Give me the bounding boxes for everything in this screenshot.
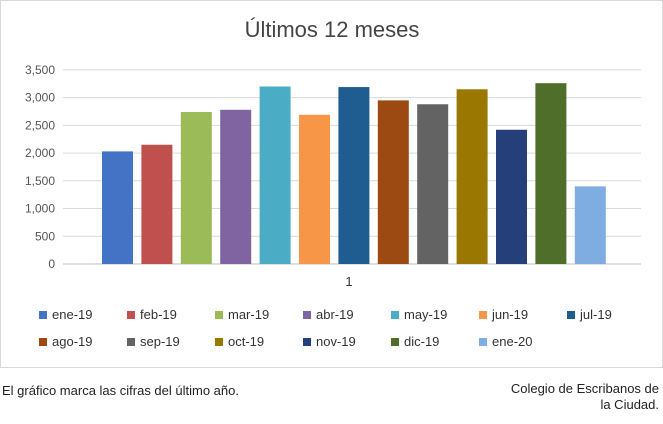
bar-jul-19 <box>338 87 370 264</box>
legend-swatch-dic-19 <box>391 338 399 346</box>
bar-sep-19 <box>417 104 449 264</box>
legend-swatch-nov-19 <box>303 338 311 346</box>
legend-label-jul-19: jul-19 <box>579 307 612 322</box>
credit-line-2: la Ciudad. <box>600 397 659 412</box>
figure-caption: El gráfico marca las cifras del último a… <box>2 383 239 398</box>
legend-label-feb-19: feb-19 <box>140 307 177 322</box>
chart-title: Últimos 12 meses <box>245 17 420 42</box>
bar-ene-19 <box>102 151 133 264</box>
bar-nov-19 <box>496 129 527 264</box>
legend-label-may-19: may-19 <box>404 307 447 322</box>
legend-label-nov-19: nov-19 <box>316 334 356 349</box>
legend-label-sep-19: sep-19 <box>140 334 180 349</box>
legend-label-ene-20: ene-20 <box>492 334 532 349</box>
legend-swatch-jul-19 <box>567 311 575 319</box>
legend-swatch-abr-19 <box>303 311 311 319</box>
x-category-label: 1 <box>345 274 352 289</box>
bar-abr-19 <box>220 109 252 264</box>
y-tick-label: 2,000 <box>25 146 55 160</box>
y-tick-label: 2,500 <box>25 118 55 132</box>
y-tick-label: 3,500 <box>25 63 55 77</box>
legend-label-oct-19: oct-19 <box>228 334 264 349</box>
y-tick-label: 0 <box>48 257 55 271</box>
legend-label-jun-19: jun-19 <box>491 307 528 322</box>
legend: ene-19 feb-19 mar-19 abr-19 may-19 jun-19 jul-… <box>39 307 612 349</box>
chart-frame: Últimos 12 meses 0 500 1,000 1,500 2,000 2,50… <box>0 0 663 368</box>
y-tick-label: 1,500 <box>25 174 55 188</box>
legend-swatch-sep-19 <box>127 338 135 346</box>
legend-swatch-oct-19 <box>215 338 223 346</box>
legend-swatch-ago-19 <box>39 338 47 346</box>
bars <box>102 83 606 264</box>
y-axis-ticks: 0 500 1,000 1,500 2,000 2,500 3,000 3,500 <box>25 63 55 271</box>
bar-may-19 <box>259 86 291 264</box>
bar-jun-19 <box>299 114 330 264</box>
legend-label-mar-19: mar-19 <box>228 307 269 322</box>
legend-swatch-jun-19 <box>479 311 487 319</box>
bar-mar-19 <box>180 112 212 264</box>
bar-chart: Últimos 12 meses 0 500 1,000 1,500 2,000 2,50… <box>25 17 641 349</box>
bar-feb-19 <box>141 144 173 264</box>
legend-swatch-feb-19 <box>127 311 135 319</box>
legend-swatch-ene-20 <box>479 338 487 346</box>
bar-dic-19 <box>535 83 567 264</box>
y-tick-label: 1,000 <box>25 202 55 216</box>
bar-ago-19 <box>377 100 409 264</box>
y-tick-label: 3,000 <box>25 91 55 105</box>
legend-label-abr-19: abr-19 <box>316 307 354 322</box>
legend-swatch-may-19 <box>391 311 399 319</box>
legend-label-ago-19: ago-19 <box>52 334 92 349</box>
bar-ene-20 <box>574 186 606 264</box>
figure-credit: Colegio de Escribanos de la Ciudad. <box>459 381 659 413</box>
legend-label-ene-19: ene-19 <box>52 307 92 322</box>
y-tick-label: 500 <box>35 229 55 243</box>
bar-oct-19 <box>456 89 488 264</box>
legend-swatch-ene-19 <box>39 311 47 319</box>
legend-label-dic-19: dic-19 <box>404 334 439 349</box>
credit-line-1: Colegio de Escribanos de <box>510 381 659 396</box>
legend-swatch-mar-19 <box>215 311 223 319</box>
